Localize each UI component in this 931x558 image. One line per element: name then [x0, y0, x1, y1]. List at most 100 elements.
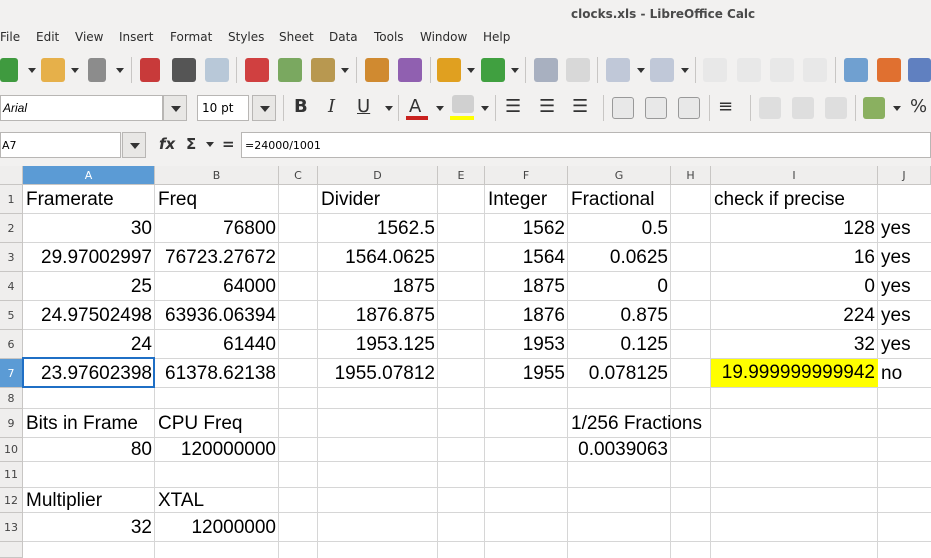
cell-b12[interactable]: XTAL	[158, 490, 205, 511]
cell-j2[interactable]: yes	[881, 218, 911, 239]
row-header-12[interactable]: 12	[0, 488, 23, 513]
cell-g4[interactable]: 0	[657, 276, 668, 297]
chevron-down-icon[interactable]	[206, 142, 214, 147]
print-icon[interactable]	[172, 58, 196, 82]
align-right-icon[interactable]: ☰	[572, 96, 589, 117]
cell-i7[interactable]: 19.999999999942	[711, 359, 878, 387]
cell-d3[interactable]: 1564.0625	[345, 247, 435, 268]
cell-g7[interactable]: 0.078125	[588, 363, 668, 384]
cell-g9[interactable]: 1/256 Fractions	[571, 413, 702, 434]
row-header-11[interactable]: 11	[0, 462, 23, 488]
align-top-icon[interactable]	[612, 97, 634, 119]
cell-b10[interactable]: 120000000	[180, 439, 276, 460]
cell-g6[interactable]: 0.125	[620, 334, 668, 355]
cell-a3[interactable]: 29.97002997	[41, 247, 152, 268]
cell-i1[interactable]: check if precise	[714, 189, 845, 210]
menu-view[interactable]: View	[75, 30, 104, 44]
cell-b1[interactable]: Freq	[158, 189, 198, 210]
undo-icon[interactable]	[437, 58, 461, 82]
clear-formatting-icon[interactable]	[398, 58, 422, 82]
select-all-corner[interactable]	[0, 166, 23, 185]
row-header-4[interactable]: 4	[0, 272, 23, 301]
cell-b6[interactable]: 61440	[223, 334, 276, 355]
row-header-5[interactable]: 5	[0, 301, 23, 330]
cell-d5[interactable]: 1876.875	[355, 305, 435, 326]
clone-formatting-icon[interactable]	[365, 58, 389, 82]
insert-image-icon[interactable]	[844, 58, 868, 82]
cell-j3[interactable]: yes	[881, 247, 911, 268]
cell-a12[interactable]: Multiplier	[26, 490, 103, 511]
cell-f3[interactable]: 1564	[522, 247, 565, 268]
insert-chart-icon[interactable]	[877, 58, 901, 82]
cell-a6[interactable]: 24	[130, 334, 152, 355]
function-wizard-icon[interactable]: fx	[159, 135, 176, 153]
cell-b3[interactable]: 76723.27672	[165, 247, 276, 268]
cell-i5[interactable]: 224	[843, 305, 875, 326]
cell-f5[interactable]: 1876	[522, 305, 565, 326]
cell-j5[interactable]: yes	[881, 305, 911, 326]
row-header-8[interactable]: 8	[0, 388, 23, 409]
cell-a4[interactable]: 25	[130, 276, 152, 297]
print-preview-icon[interactable]	[205, 58, 229, 82]
spelling-icon[interactable]	[566, 58, 590, 82]
menu-data[interactable]: Data	[329, 30, 358, 44]
cell-g10[interactable]: 0.0039063	[578, 439, 668, 460]
chevron-down-icon[interactable]	[637, 68, 645, 73]
menu-help[interactable]: Help	[483, 30, 511, 44]
row-header-3[interactable]: 3	[0, 243, 23, 272]
chevron-down-icon[interactable]	[71, 68, 79, 73]
align-left-icon[interactable]: ☰	[505, 96, 522, 117]
cell-b13[interactable]: 12000000	[191, 517, 276, 538]
align-center-icon[interactable]: ☰	[539, 96, 556, 117]
row-header-14[interactable]	[0, 542, 23, 558]
row-header-13[interactable]: 13	[0, 513, 23, 542]
spreadsheet-grid[interactable]: A B C D E F G H I J 1 2 3 4 5 6 7 8 9 10…	[0, 166, 931, 558]
cell-b4[interactable]: 64000	[223, 276, 276, 297]
bold-icon[interactable]: B	[294, 96, 308, 117]
sort-ascending-icon[interactable]	[737, 58, 761, 82]
column-header-g[interactable]: G	[568, 166, 671, 185]
column-header-d[interactable]: D	[318, 166, 438, 185]
cell-g5[interactable]: 0.875	[620, 305, 668, 326]
name-box-dropdown[interactable]	[122, 132, 146, 158]
cell-a13[interactable]: 32	[130, 517, 152, 538]
chevron-down-icon[interactable]	[116, 68, 124, 73]
cell-i3[interactable]: 16	[853, 247, 875, 268]
chevron-down-icon[interactable]	[341, 68, 349, 73]
find-replace-icon[interactable]	[534, 58, 558, 82]
wrap-text-icon[interactable]: ≡	[718, 96, 734, 117]
cell-f2[interactable]: 1562	[522, 218, 565, 239]
autofilter-icon[interactable]	[803, 58, 827, 82]
column-header-f[interactable]: F	[485, 166, 568, 185]
merge-center-icon[interactable]	[792, 97, 814, 119]
menu-insert[interactable]: Insert	[119, 30, 154, 44]
cut-icon[interactable]	[245, 58, 269, 82]
font-size-input[interactable]: 10 pt	[197, 95, 249, 121]
cell-b9[interactable]: CPU Freq	[158, 413, 243, 434]
cell-f7[interactable]: 1955	[522, 363, 565, 384]
menu-sheet[interactable]: Sheet	[279, 30, 314, 44]
cell-f6[interactable]: 1953	[522, 334, 565, 355]
formula-input[interactable]: =24000/1001	[241, 132, 931, 158]
cell-a2[interactable]: 30	[130, 218, 152, 239]
highlight-icon[interactable]	[452, 95, 474, 113]
italic-icon[interactable]: I	[328, 96, 336, 117]
percent-format-icon[interactable]: %	[910, 96, 928, 117]
chevron-down-icon[interactable]	[893, 106, 901, 111]
cell-d1[interactable]: Divider	[321, 189, 381, 210]
chevron-down-icon[interactable]	[28, 68, 36, 73]
menu-edit[interactable]: Edit	[36, 30, 60, 44]
align-bottom-icon[interactable]	[678, 97, 700, 119]
sort-icon[interactable]	[703, 58, 727, 82]
column-header-j[interactable]: J	[878, 166, 931, 185]
sort-descending-icon[interactable]	[770, 58, 794, 82]
column-icon[interactable]	[650, 58, 674, 82]
row-header-1[interactable]: 1	[0, 185, 23, 214]
font-color-icon[interactable]: A	[409, 96, 422, 117]
menu-file[interactable]: File	[0, 30, 21, 44]
column-header-h[interactable]: H	[671, 166, 711, 185]
merge-cells-icon[interactable]	[759, 97, 781, 119]
cell-a5[interactable]: 24.97502498	[41, 305, 152, 326]
cell-d7[interactable]: 1955.07812	[334, 363, 435, 384]
cell-j4[interactable]: yes	[881, 276, 911, 297]
